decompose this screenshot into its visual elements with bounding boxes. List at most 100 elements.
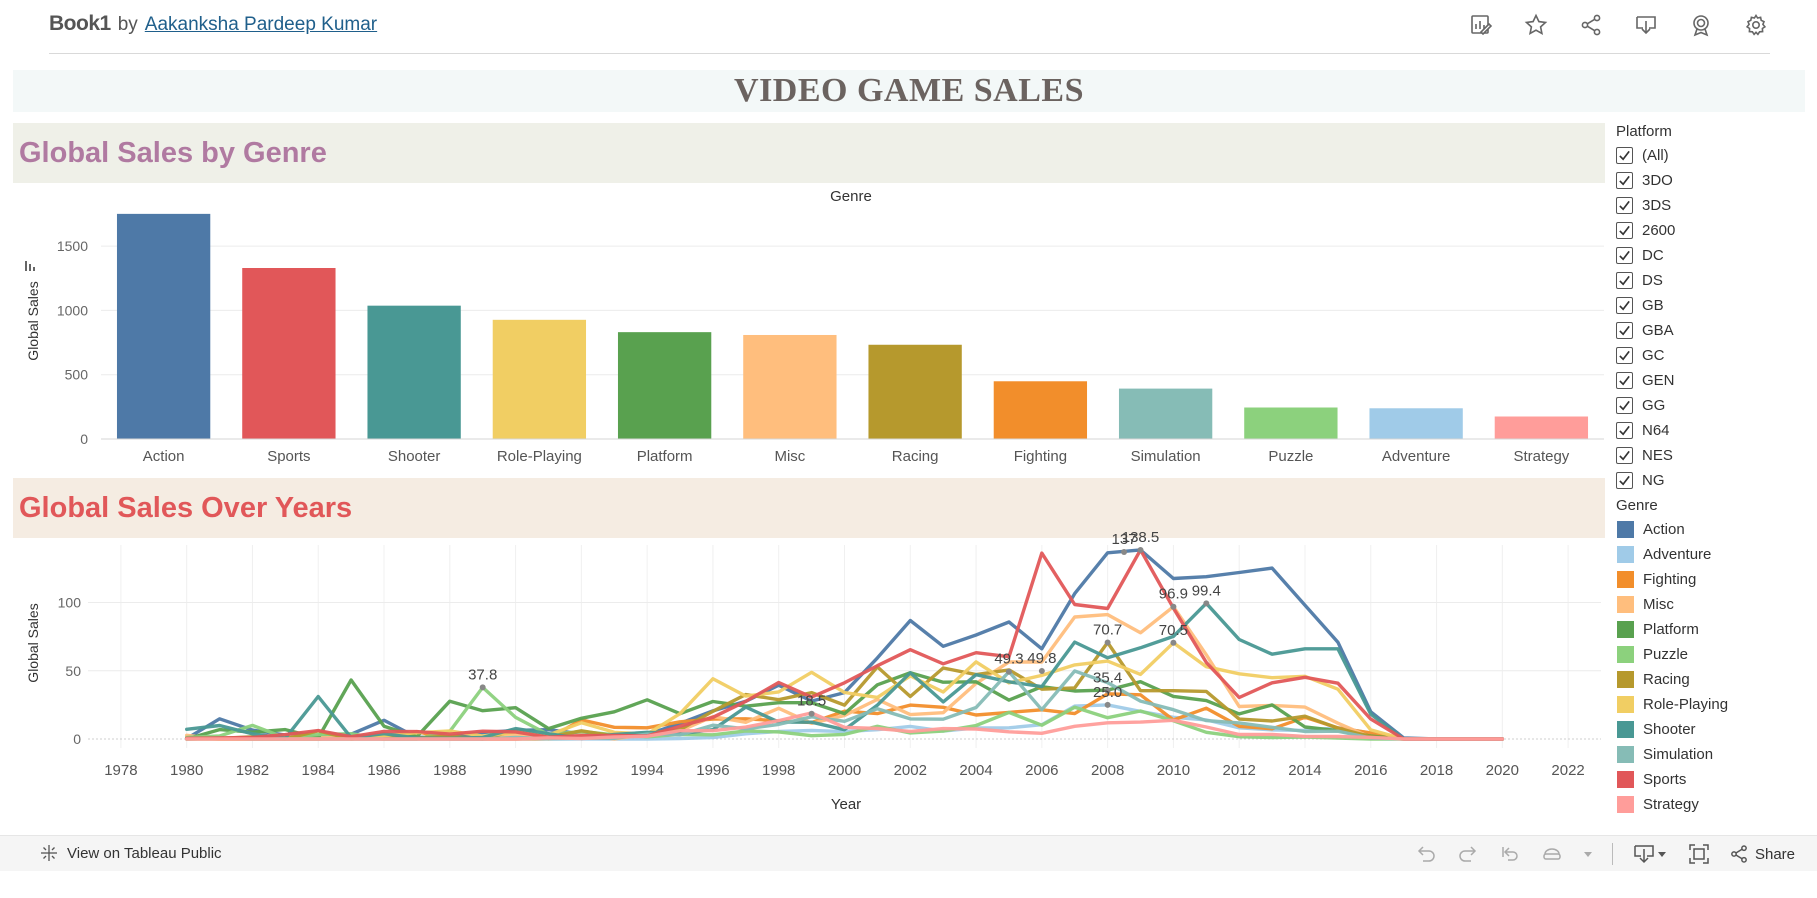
legend-label: Misc bbox=[1643, 596, 1674, 613]
legend-item-shooter[interactable]: Shooter bbox=[1616, 717, 1806, 742]
checkbox-checked-icon[interactable] bbox=[1616, 422, 1633, 439]
line-series-sports[interactable] bbox=[184, 548, 1505, 741]
line-annotation-point bbox=[1104, 687, 1111, 694]
line-x-tick-label: 2020 bbox=[1486, 762, 1519, 779]
legend-item-simulation[interactable]: Simulation bbox=[1616, 742, 1806, 767]
bar-misc[interactable] bbox=[743, 334, 837, 439]
platform-filter-label: 3DS bbox=[1642, 197, 1672, 214]
bar-racing[interactable] bbox=[868, 344, 962, 439]
legend-label: Shooter bbox=[1643, 721, 1696, 738]
platform-filter: Platform (All) 3DO 3DS 2600 DC DS GB GBA GC GEN GG… bbox=[1616, 123, 1806, 505]
genre-bar-chart[interactable]: 0 500 1000 1500 Genre Global Sales Action Sport… bbox=[0, 0, 1610, 478]
download-menu-icon[interactable] bbox=[1631, 842, 1669, 866]
bar-simulation[interactable] bbox=[1118, 388, 1213, 439]
platform-filter-item[interactable]: 3DS bbox=[1616, 193, 1806, 218]
favorite-star-icon[interactable] bbox=[1523, 12, 1549, 38]
legend-item-puzzle[interactable]: Puzzle bbox=[1616, 642, 1806, 667]
platform-filter-item[interactable]: 3DO bbox=[1616, 168, 1806, 193]
settings-gear-icon[interactable] bbox=[1743, 12, 1769, 38]
line-series-strategy[interactable] bbox=[184, 711, 1505, 741]
legend-label: Strategy bbox=[1643, 796, 1699, 813]
bar-x-tick-label: Platform bbox=[637, 448, 693, 465]
legend-label: Adventure bbox=[1643, 546, 1712, 563]
legend-item-action[interactable]: Action bbox=[1616, 517, 1806, 542]
legend-swatch bbox=[1617, 571, 1634, 588]
share-icon[interactable] bbox=[1578, 12, 1604, 38]
platform-filter-item[interactable]: DS bbox=[1616, 268, 1806, 293]
platform-filter-label: N64 bbox=[1642, 422, 1670, 439]
checkbox-checked-icon[interactable] bbox=[1616, 372, 1633, 389]
legend-item-racing[interactable]: Racing bbox=[1616, 667, 1806, 692]
platform-filter-list[interactable]: (All) 3DO 3DS 2600 DC DS GB GBA GC GEN GG N64 NES NG bbox=[1616, 143, 1806, 505]
line-annotation-point bbox=[1005, 668, 1012, 675]
platform-filter-item[interactable]: GBA bbox=[1616, 318, 1806, 343]
sort-icon bbox=[25, 261, 35, 271]
fullscreen-icon[interactable] bbox=[1687, 842, 1711, 866]
share-button-label: Share bbox=[1754, 845, 1795, 863]
genre-legend-header: Genre bbox=[1616, 497, 1658, 514]
checkbox-checked-icon[interactable] bbox=[1616, 347, 1633, 364]
checkbox-checked-icon[interactable] bbox=[1616, 147, 1633, 164]
bar-fighting[interactable] bbox=[993, 381, 1088, 439]
platform-filter-item[interactable]: N64 bbox=[1616, 418, 1806, 443]
checkbox-checked-icon[interactable] bbox=[1616, 472, 1633, 489]
download-icon[interactable] bbox=[1633, 12, 1659, 38]
bar-platform[interactable] bbox=[617, 332, 712, 439]
undo-icon[interactable] bbox=[1414, 842, 1438, 866]
line-series-shooter[interactable] bbox=[184, 601, 1505, 741]
platform-filter-item[interactable]: GB bbox=[1616, 293, 1806, 318]
badge-icon[interactable] bbox=[1688, 12, 1714, 38]
bar-x-tick-label: Misc bbox=[774, 448, 805, 465]
sales-over-years-line-chart[interactable]: 1978 1980 1982 1984 1986 1988 1990 1992 1994 1996… bbox=[0, 0, 1610, 830]
line-x-tick-label: 1992 bbox=[565, 762, 598, 779]
checkbox-checked-icon[interactable] bbox=[1616, 297, 1633, 314]
legend-item-fighting[interactable]: Fighting bbox=[1616, 567, 1806, 592]
legend-item-role-playing[interactable]: Role-Playing bbox=[1616, 692, 1806, 717]
years-section-header: Global Sales Over Years bbox=[13, 478, 1605, 538]
legend-item-misc[interactable]: Misc bbox=[1616, 592, 1806, 617]
checkbox-checked-icon[interactable] bbox=[1616, 397, 1633, 414]
refresh-icon[interactable] bbox=[1540, 842, 1564, 866]
platform-filter-item[interactable]: GEN bbox=[1616, 368, 1806, 393]
view-on-tableau-public-link[interactable]: View on Tableau Public bbox=[40, 844, 222, 862]
redo-icon[interactable] bbox=[1456, 842, 1480, 866]
checkbox-checked-icon[interactable] bbox=[1616, 322, 1633, 339]
edit-chart-icon[interactable] bbox=[1468, 12, 1494, 38]
line-series-role-playing[interactable] bbox=[184, 641, 1505, 741]
bar-puzzle[interactable] bbox=[1244, 407, 1338, 440]
platform-filter-item[interactable]: NG bbox=[1616, 468, 1806, 493]
platform-filter-item[interactable]: (All) bbox=[1616, 143, 1806, 168]
checkbox-checked-icon[interactable] bbox=[1616, 247, 1633, 264]
legend-label: Platform bbox=[1643, 621, 1699, 638]
legend-item-platform[interactable]: Platform bbox=[1616, 617, 1806, 642]
bar-action[interactable] bbox=[116, 213, 211, 439]
bar-sports[interactable] bbox=[242, 268, 336, 439]
author-link[interactable]: Aakanksha Pardeep Kumar bbox=[144, 14, 378, 35]
checkbox-checked-icon[interactable] bbox=[1616, 222, 1633, 239]
bar-y-tick-label: 1500 bbox=[57, 238, 88, 254]
platform-filter-item[interactable]: NES bbox=[1616, 443, 1806, 468]
revert-icon[interactable] bbox=[1498, 842, 1522, 866]
legend-item-adventure[interactable]: Adventure bbox=[1616, 542, 1806, 567]
checkbox-checked-icon[interactable] bbox=[1616, 172, 1633, 189]
refresh-dropdown-chevron-icon[interactable] bbox=[1582, 842, 1594, 866]
bar-adventure[interactable] bbox=[1369, 408, 1463, 439]
platform-filter-label: DC bbox=[1642, 247, 1664, 264]
line-x-tick-label: 2018 bbox=[1420, 762, 1453, 779]
bar-strategy[interactable] bbox=[1494, 416, 1589, 440]
platform-filter-item[interactable]: DC bbox=[1616, 243, 1806, 268]
checkbox-checked-icon[interactable] bbox=[1616, 197, 1633, 214]
line-x-tick-label: 2014 bbox=[1288, 762, 1321, 779]
legend-item-sports[interactable]: Sports bbox=[1616, 767, 1806, 792]
checkbox-checked-icon[interactable] bbox=[1616, 447, 1633, 464]
bar-role-playing[interactable] bbox=[492, 319, 587, 439]
platform-filter-item[interactable]: GC bbox=[1616, 343, 1806, 368]
legend-item-strategy[interactable]: Strategy bbox=[1616, 792, 1806, 817]
bar-shooter[interactable] bbox=[367, 305, 461, 439]
platform-filter-item[interactable]: 2600 bbox=[1616, 218, 1806, 243]
line-annotation-point bbox=[1104, 639, 1111, 646]
checkbox-checked-icon[interactable] bbox=[1616, 272, 1633, 289]
legend-swatch bbox=[1617, 646, 1634, 663]
platform-filter-item[interactable]: GG bbox=[1616, 393, 1806, 418]
share-button[interactable]: Share bbox=[1729, 844, 1795, 864]
